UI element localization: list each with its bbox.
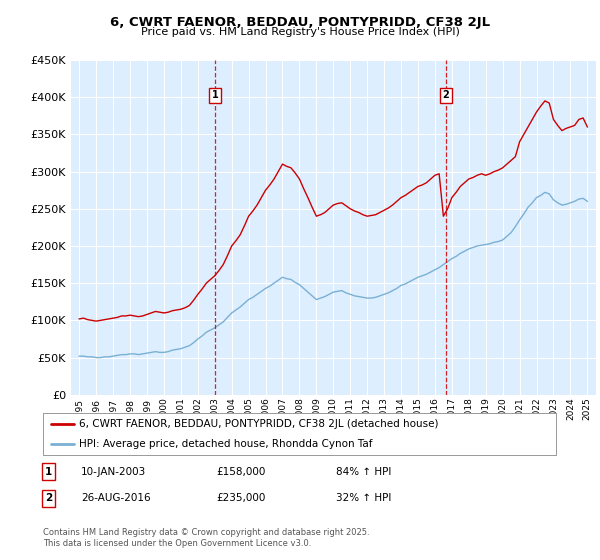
Text: 84% ↑ HPI: 84% ↑ HPI [336, 466, 391, 477]
Text: £235,000: £235,000 [216, 493, 265, 503]
Text: HPI: Average price, detached house, Rhondda Cynon Taf: HPI: Average price, detached house, Rhon… [79, 439, 373, 449]
Text: Contains HM Land Registry data © Crown copyright and database right 2025.
This d: Contains HM Land Registry data © Crown c… [43, 528, 370, 548]
Text: 2: 2 [443, 90, 449, 100]
Text: Price paid vs. HM Land Registry's House Price Index (HPI): Price paid vs. HM Land Registry's House … [140, 27, 460, 37]
Text: 6, CWRT FAENOR, BEDDAU, PONTYPRIDD, CF38 2JL: 6, CWRT FAENOR, BEDDAU, PONTYPRIDD, CF38… [110, 16, 490, 29]
Text: 1: 1 [212, 90, 218, 100]
Text: £158,000: £158,000 [216, 466, 265, 477]
Text: 6, CWRT FAENOR, BEDDAU, PONTYPRIDD, CF38 2JL (detached house): 6, CWRT FAENOR, BEDDAU, PONTYPRIDD, CF38… [79, 419, 439, 430]
Text: 32% ↑ HPI: 32% ↑ HPI [336, 493, 391, 503]
Text: 2: 2 [45, 493, 52, 503]
Text: 26-AUG-2016: 26-AUG-2016 [81, 493, 151, 503]
Text: 10-JAN-2003: 10-JAN-2003 [81, 466, 146, 477]
Text: 1: 1 [45, 466, 52, 477]
